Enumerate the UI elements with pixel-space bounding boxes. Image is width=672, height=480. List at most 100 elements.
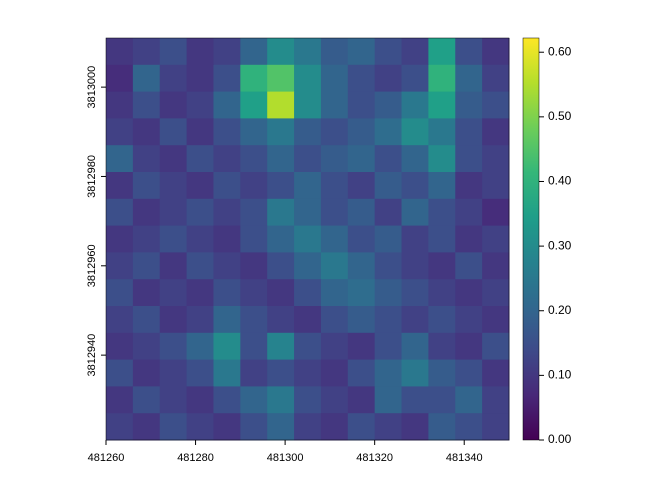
- raster-cell: [186, 386, 214, 414]
- raster-cell: [374, 145, 403, 173]
- raster-cell: [213, 332, 241, 361]
- raster-cell: [428, 145, 456, 173]
- raster-cell: [374, 359, 403, 387]
- raster-cell: [320, 145, 349, 173]
- raster-cell: [347, 225, 376, 253]
- raster-cell: [267, 172, 295, 200]
- raster-cell: [132, 225, 161, 253]
- raster-cell: [132, 38, 161, 66]
- raster-cell: [294, 118, 322, 146]
- raster-cell: [455, 225, 483, 253]
- raster-cell: [482, 386, 510, 414]
- y-tick-label: 3812980: [86, 155, 98, 198]
- raster-cell: [132, 413, 161, 441]
- raster-cell: [482, 225, 510, 253]
- raster-cell: [213, 64, 241, 93]
- raster-cell: [482, 306, 510, 334]
- raster-cell: [455, 91, 483, 119]
- raster-cell: [267, 198, 295, 227]
- raster-cell: [428, 306, 456, 334]
- raster-cell: [159, 413, 188, 441]
- raster-cell: [482, 279, 510, 307]
- raster-cell: [267, 386, 295, 414]
- raster-cell: [159, 386, 188, 414]
- raster-cell: [267, 38, 295, 66]
- raster-cell: [374, 279, 403, 307]
- raster-cell: [455, 118, 483, 146]
- raster-cell: [428, 359, 456, 387]
- raster-cell: [267, 332, 295, 361]
- raster-cell: [267, 145, 295, 173]
- raster-cell: [294, 386, 322, 414]
- raster-cell: [374, 172, 403, 200]
- raster-cell: [159, 359, 188, 387]
- raster-cell: [401, 91, 429, 119]
- raster-cell: [294, 332, 322, 361]
- raster-cell: [132, 118, 161, 146]
- raster-cell: [186, 64, 214, 93]
- raster-cell: [132, 386, 161, 414]
- raster-cell: [186, 91, 214, 119]
- raster-cell: [132, 91, 161, 119]
- raster-cell: [132, 306, 161, 334]
- raster-cell: [374, 64, 403, 93]
- raster-cell: [482, 64, 510, 93]
- raster-cell: [482, 38, 510, 66]
- raster-cell: [428, 91, 456, 119]
- raster-cell: [159, 332, 188, 361]
- raster-cell: [106, 38, 134, 66]
- raster-cell: [240, 172, 268, 200]
- raster-cell: [106, 225, 134, 253]
- raster-cell: [186, 279, 214, 307]
- raster-cell: [401, 386, 429, 414]
- raster-cell: [186, 413, 214, 441]
- raster-cell: [186, 145, 214, 173]
- raster-cell: [455, 386, 483, 414]
- x-tick-label: 481260: [88, 452, 125, 464]
- raster-cell: [374, 198, 403, 227]
- raster-cell: [132, 145, 161, 173]
- raster-cell: [132, 332, 161, 361]
- raster-cell: [347, 64, 376, 93]
- raster-cell: [213, 252, 241, 280]
- raster-cell: [347, 118, 376, 146]
- y-tick-label: 3812960: [86, 244, 98, 287]
- raster-cell: [186, 332, 214, 361]
- raster-cell: [482, 332, 510, 361]
- raster-cell: [294, 145, 322, 173]
- raster-cell: [186, 198, 214, 227]
- raster-cell: [374, 118, 403, 146]
- raster-cell: [455, 64, 483, 93]
- raster-cell: [320, 386, 349, 414]
- raster-cell: [106, 172, 134, 200]
- raster-cell: [132, 172, 161, 200]
- raster-cell: [294, 359, 322, 387]
- x-tick-label: 481340: [446, 452, 483, 464]
- raster-cell: [482, 252, 510, 280]
- raster-cell: [428, 413, 456, 441]
- raster-cell: [213, 172, 241, 200]
- y-tick-label: 3813000: [86, 66, 98, 109]
- x-tick-label: 481280: [177, 452, 214, 464]
- raster-cell: [320, 359, 349, 387]
- raster-cell: [374, 386, 403, 414]
- raster-cell: [455, 172, 483, 200]
- raster-cell: [401, 64, 429, 93]
- raster-cell: [347, 252, 376, 280]
- raster-cell: [347, 386, 376, 414]
- raster-cell: [482, 198, 510, 227]
- raster-cell: [455, 279, 483, 307]
- raster-cell: [240, 91, 268, 119]
- raster-cell: [159, 198, 188, 227]
- raster-cell: [320, 252, 349, 280]
- raster-cell: [347, 145, 376, 173]
- raster-cell: [455, 332, 483, 361]
- raster-cell: [213, 145, 241, 173]
- x-tick-label: 481300: [267, 452, 304, 464]
- raster-cell: [213, 413, 241, 441]
- raster-cell: [240, 413, 268, 441]
- raster-cell: [159, 64, 188, 93]
- raster-cell: [240, 306, 268, 334]
- raster-cell: [428, 198, 456, 227]
- raster-cell: [294, 413, 322, 441]
